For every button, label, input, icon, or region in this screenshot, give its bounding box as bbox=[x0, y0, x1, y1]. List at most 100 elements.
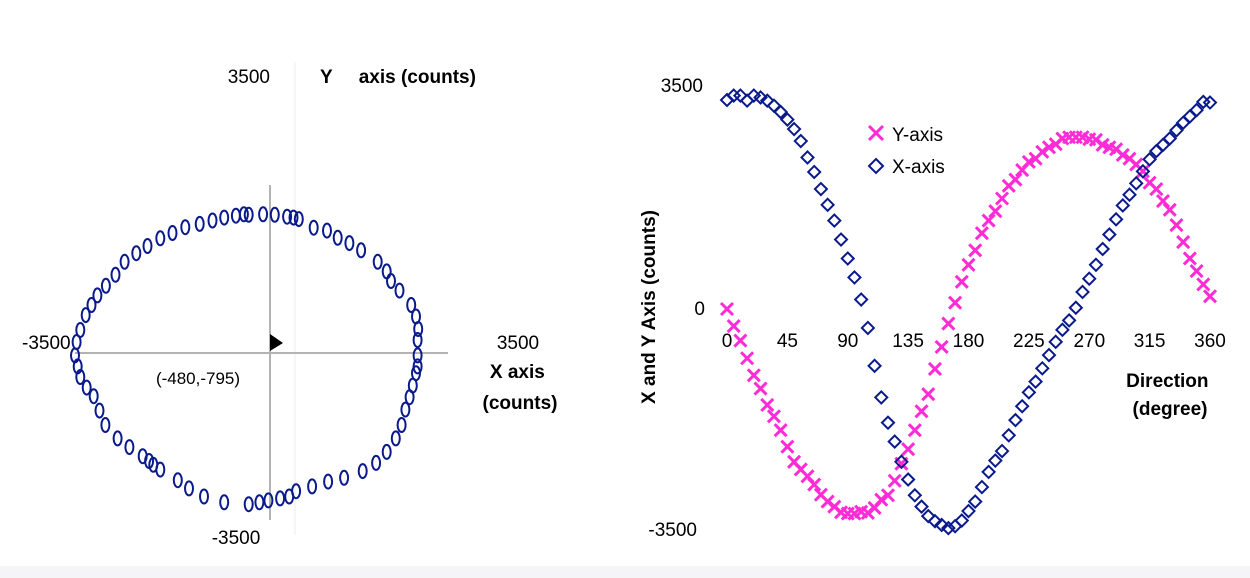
legend-x-axis-label: X-axis bbox=[892, 157, 945, 178]
data-point bbox=[263, 492, 274, 509]
x-axis-point bbox=[847, 270, 862, 285]
y-axis-point-stroke bbox=[954, 274, 969, 289]
data-point bbox=[172, 472, 183, 489]
y-axis-point bbox=[921, 387, 936, 402]
y-axis-point-stroke bbox=[833, 505, 849, 520]
y-axis-point bbox=[760, 397, 775, 413]
x-axis-point bbox=[940, 520, 956, 536]
data-point bbox=[131, 245, 142, 262]
y-axis-point bbox=[1162, 202, 1177, 217]
y-axis-point-stroke bbox=[968, 243, 983, 258]
legend-y-axis-label: Y-axis bbox=[892, 125, 943, 146]
x-axis-point bbox=[840, 251, 856, 266]
y-axis-point bbox=[968, 243, 983, 258]
y-axis-point-stroke bbox=[948, 295, 963, 310]
y-axis-point bbox=[1182, 251, 1197, 266]
legend: Y-axis X-axis bbox=[860, 117, 964, 181]
y-axis-point-stroke bbox=[1102, 140, 1117, 155]
x-axis-point bbox=[1142, 151, 1158, 167]
y-axis-point-stroke bbox=[1155, 193, 1171, 209]
y-axis-point-stroke bbox=[961, 257, 976, 272]
x-axis-point bbox=[894, 454, 909, 470]
x-axis-point bbox=[987, 453, 1003, 468]
data-point bbox=[357, 463, 368, 480]
y-axis-point bbox=[733, 333, 748, 348]
y-axis-point-stroke bbox=[914, 404, 929, 419]
legend-y-axis-marker bbox=[867, 124, 885, 142]
x-axis-point bbox=[867, 358, 882, 374]
x-axis-point bbox=[1028, 374, 1043, 390]
x-axis-point bbox=[1189, 102, 1204, 118]
data-point bbox=[412, 332, 423, 348]
data-point bbox=[86, 297, 97, 313]
y-axis-point-stroke bbox=[1075, 130, 1090, 145]
y-axis-top-tick-label: 3500 bbox=[228, 67, 270, 88]
x-axis-point bbox=[1115, 198, 1131, 213]
right-y-tick-bottom: -3500 bbox=[648, 520, 697, 541]
y-axis-point bbox=[1176, 235, 1191, 250]
y-axis-point bbox=[807, 477, 822, 492]
y-axis-point-stroke bbox=[740, 351, 755, 366]
y-axis-point bbox=[941, 316, 956, 331]
x-axis-point bbox=[954, 513, 970, 528]
data-point bbox=[413, 321, 424, 337]
x-axis-point bbox=[1048, 334, 1064, 350]
data-point bbox=[238, 206, 249, 223]
data-point bbox=[394, 282, 405, 299]
bottom-strip bbox=[0, 566, 1250, 578]
data-point bbox=[323, 473, 334, 490]
legend-x-axis-marker bbox=[867, 157, 885, 175]
y-axis-bottom-tick-label: -3500 bbox=[212, 528, 261, 549]
right-x-tick-labels: 0 45 90 135 180 225 270 315 360 bbox=[722, 331, 1226, 352]
x-axis-point bbox=[1108, 211, 1124, 227]
x-tick-label: 45 bbox=[777, 331, 798, 352]
y-axis-point-stroke bbox=[1182, 251, 1197, 266]
x-axis-point bbox=[753, 90, 768, 105]
data-point bbox=[371, 454, 382, 471]
y-axis-point bbox=[1135, 164, 1150, 179]
y-axis-point bbox=[874, 492, 889, 507]
data-point bbox=[180, 219, 191, 236]
x-axis-point bbox=[887, 434, 903, 450]
x-axis-point bbox=[733, 88, 748, 103]
data-point bbox=[332, 229, 343, 246]
y-axis-point bbox=[914, 404, 929, 419]
x-axis-left-tick-label: -3500 bbox=[22, 333, 71, 354]
y-axis-point-stroke bbox=[1189, 264, 1204, 279]
y-axis-point-stroke bbox=[760, 397, 775, 413]
y-axis-point-stroke bbox=[974, 226, 989, 241]
data-point bbox=[230, 207, 241, 224]
x-axis-point bbox=[1068, 300, 1084, 316]
y-axis-point-stroke bbox=[1135, 164, 1150, 179]
data-point bbox=[119, 253, 130, 270]
y-axis-point-stroke bbox=[1196, 277, 1211, 292]
x-tick-label: 270 bbox=[1073, 331, 1105, 352]
data-point bbox=[406, 297, 417, 313]
data-point bbox=[404, 389, 415, 406]
center-annotation: (-480,-795) bbox=[156, 369, 240, 388]
x-axis-point bbox=[1081, 271, 1097, 287]
y-axis-point-stroke bbox=[827, 499, 842, 514]
x-axis-point bbox=[1135, 163, 1151, 179]
x-tick-label: 90 bbox=[837, 331, 858, 352]
x-axis-title: X axis (counts) bbox=[483, 362, 558, 414]
y-axis-point-stroke bbox=[807, 477, 822, 492]
data-point bbox=[110, 266, 121, 283]
x-axis-point bbox=[813, 181, 829, 197]
data-point bbox=[94, 402, 105, 419]
y-axis-point-stroke bbox=[780, 439, 795, 454]
y-axis-point bbox=[1035, 144, 1050, 159]
y-axis-point-stroke bbox=[941, 316, 956, 331]
y-axis-point-stroke bbox=[988, 204, 1003, 219]
y-axis-point bbox=[1196, 277, 1211, 292]
data-point bbox=[412, 347, 423, 364]
data-point bbox=[396, 417, 407, 433]
x-axis-point bbox=[1088, 257, 1104, 273]
x-axis-point bbox=[786, 121, 802, 137]
data-point bbox=[386, 273, 396, 289]
data-point bbox=[269, 206, 280, 223]
x-axis-point bbox=[994, 443, 1010, 459]
right-y-tick-zero: 0 bbox=[694, 299, 705, 320]
data-point bbox=[81, 379, 92, 396]
x-axis-point bbox=[820, 197, 836, 213]
